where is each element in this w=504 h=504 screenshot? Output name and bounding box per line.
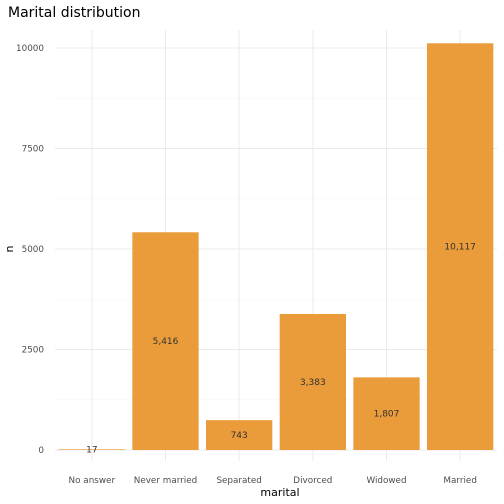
bar-separated xyxy=(206,420,273,450)
data-label: 1,807 xyxy=(374,410,400,420)
bars: 17 5,416 743 3,383 1,807 10,117 xyxy=(58,43,494,456)
x-axis-title: marital xyxy=(260,486,299,499)
x-tick-label: Never married xyxy=(134,476,198,486)
bar-married xyxy=(427,43,494,450)
data-label: 10,117 xyxy=(444,243,476,253)
x-tick-label: Widowed xyxy=(366,476,406,486)
bar-never-married xyxy=(132,232,199,450)
x-tick-label: Separated xyxy=(216,476,261,486)
y-tick-label: 2500 xyxy=(22,346,45,356)
y-tick-label: 0 xyxy=(38,446,44,456)
bar-no-answer xyxy=(58,449,125,450)
y-tick-label: 5000 xyxy=(22,245,45,255)
x-tick-label: No answer xyxy=(69,476,116,486)
data-label: 5,416 xyxy=(153,337,179,347)
data-label: 743 xyxy=(231,431,248,441)
bar-divorced xyxy=(279,314,346,450)
y-tick-label: 7500 xyxy=(22,145,45,155)
x-tick-label: Married xyxy=(443,476,477,486)
y-tick-label: 10000 xyxy=(16,44,44,54)
data-label: 3,383 xyxy=(300,378,326,388)
bar-widowed xyxy=(353,377,420,450)
x-tick-label: Divorced xyxy=(293,476,332,486)
data-label: 17 xyxy=(86,446,97,456)
y-axis-title: n xyxy=(3,245,16,252)
chart-title: Marital distribution xyxy=(8,5,141,21)
x-tick-labels: No answer Never married Separated Divorced W… xyxy=(69,476,477,486)
y-tick-labels: 0 2500 5000 7500 10000 xyxy=(16,44,44,456)
